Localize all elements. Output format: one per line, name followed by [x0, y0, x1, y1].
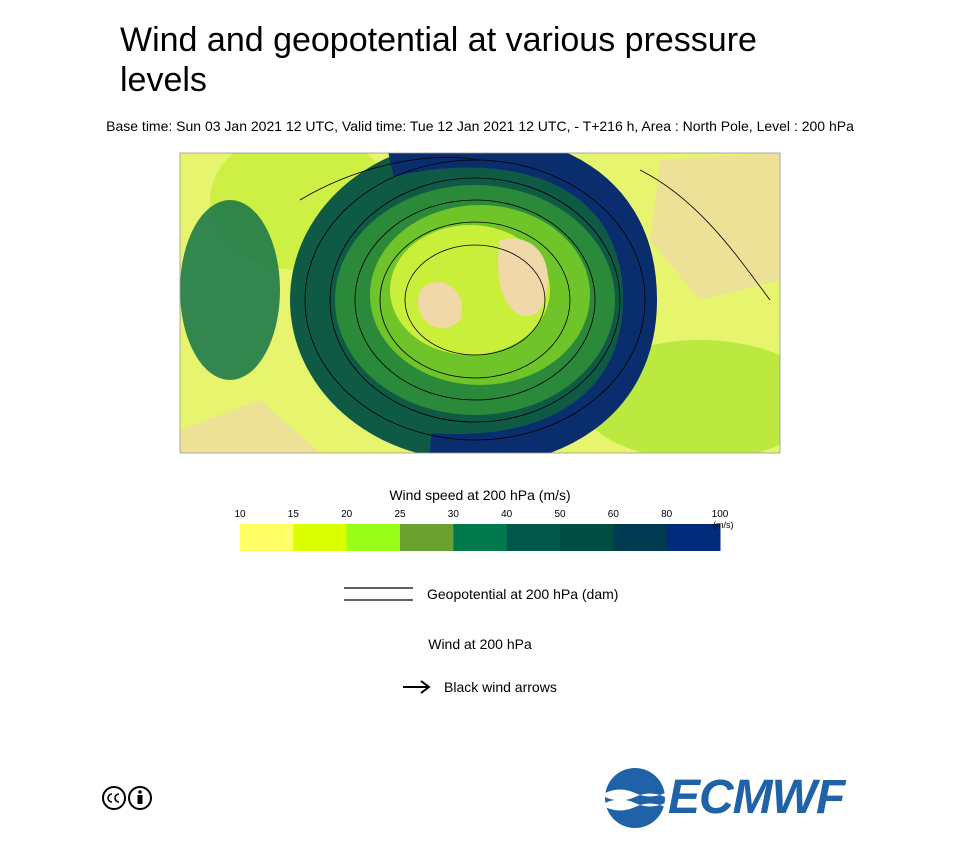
logo-text: ECMWF	[668, 771, 845, 824]
map	[180, 153, 780, 453]
colorbar-tick-label: 100	[712, 509, 729, 520]
colorbar-bin	[400, 524, 454, 551]
colorbar-bin	[506, 524, 561, 551]
colorbar-tick-label: 15	[288, 509, 300, 520]
wind-title: Wind at 200 hPa	[428, 636, 532, 652]
map-frame	[179, 152, 781, 454]
colorbar-bin	[453, 524, 508, 551]
cc-by-icon	[102, 786, 152, 810]
colorbar-tick-label: 30	[448, 509, 460, 520]
title: Wind and geopotential at various pressur…	[120, 21, 757, 99]
geopotential-label: Geopotential at 200 hPa (dam)	[427, 586, 619, 602]
colorbar-unit: (m/s)	[713, 520, 734, 530]
colorbar-tick-label: 25	[394, 509, 406, 520]
colorbar-bin	[666, 524, 721, 551]
colorbar: 10 15 20 25 30 40 50 60 80 100(m/s)	[234, 509, 734, 551]
colorbar-tick-label: 60	[608, 509, 620, 520]
colorbar-tick-label: 20	[341, 509, 353, 520]
ecmwf-emblem	[605, 768, 665, 828]
subtitle: Base time: Sun 03 Jan 2021 12 UTC, Valid…	[106, 118, 854, 134]
colorbar-tick-label: 40	[501, 509, 513, 520]
colorbar-tick-label: 50	[554, 509, 566, 520]
colorbar-bin	[613, 524, 668, 551]
colorbar-title: Wind speed at 200 hPa (m/s)	[389, 487, 571, 503]
wind-arrow-symbol	[403, 680, 431, 694]
colorbar-tick-label: 80	[661, 509, 673, 520]
colorbar-bin	[240, 524, 294, 551]
wind-arrows-label: Black wind arrows	[444, 679, 557, 695]
colorbar-bin	[293, 524, 348, 551]
colorbar-tick-label: 10	[234, 509, 246, 520]
colorbar-bin	[560, 524, 614, 551]
colorbar-bin	[346, 524, 401, 551]
